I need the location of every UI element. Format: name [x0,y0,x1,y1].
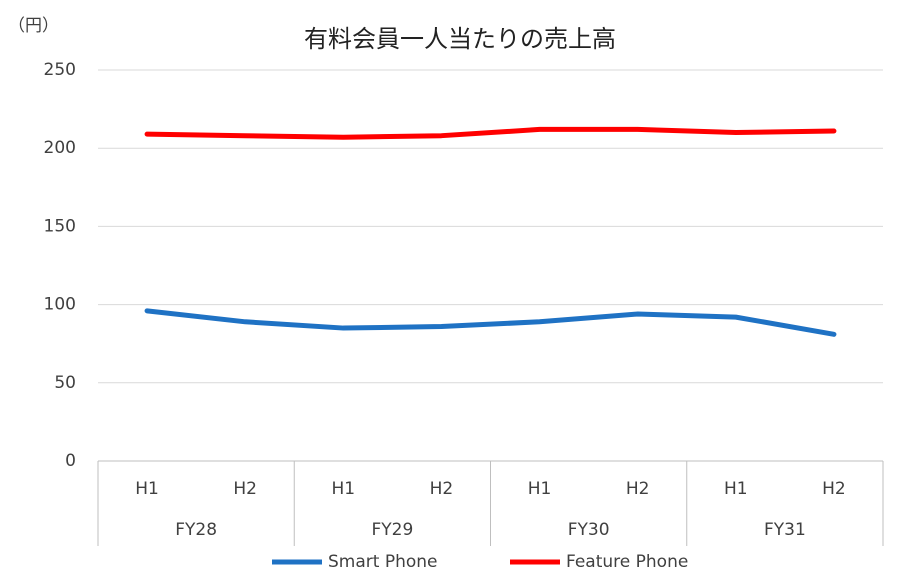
group-label: FY28 [175,520,217,540]
chart-title: 有料会員一人当たりの売上高 [304,25,616,53]
y-tick-label: 200 [44,138,76,158]
y-tick-label: 100 [44,295,76,315]
x-tick-label: H1 [135,479,159,499]
x-tick-label: H2 [430,479,454,499]
x-tick-label: H2 [233,479,257,499]
x-tick-label: H2 [626,479,650,499]
group-label: FY29 [371,520,413,540]
y-tick-label: 250 [44,60,76,80]
group-label: FY31 [764,520,806,540]
x-tick-label: H2 [822,479,846,499]
y-tick-label: 150 [44,216,76,236]
group-label: FY30 [568,520,610,540]
x-tick-label: H1 [332,479,356,499]
x-tick-label: H1 [724,479,748,499]
legend-label: Feature Phone [566,552,688,572]
y-tick-label: 0 [65,451,76,471]
y-axis-label: （円） [8,16,59,36]
line-series [144,308,837,337]
legend-label: Smart Phone [328,552,438,572]
y-tick-label: 50 [54,373,76,393]
line-series [144,126,837,140]
x-tick-label: H1 [528,479,552,499]
